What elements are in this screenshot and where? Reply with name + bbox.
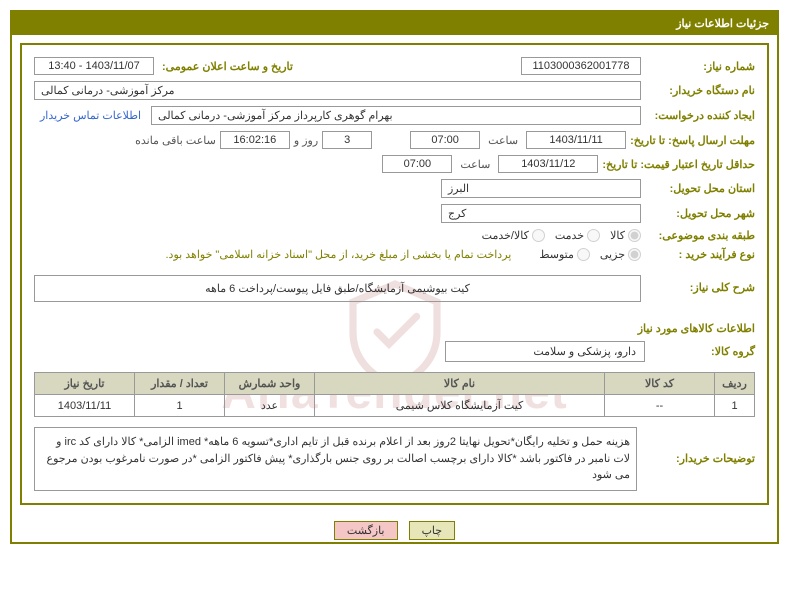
desc-heading: شرح کلی نیاز:	[645, 275, 755, 294]
table-header: نام کالا	[315, 373, 605, 395]
buyer-contact-link[interactable]: اطلاعات تماس خریدار	[34, 109, 147, 122]
topic-radio[interactable]	[587, 229, 600, 242]
table-header: تاریخ نیاز	[35, 373, 135, 395]
topic-class-label: طبقه بندی موضوعی:	[645, 229, 755, 242]
table-header: تعداد / مقدار	[135, 373, 225, 395]
price-valid-date: 1403/11/12	[498, 155, 598, 173]
buy-process-label: نوع فرآیند خرید :	[645, 248, 755, 261]
table-cell: کیت آزمایشگاه کلاس شیمی	[315, 395, 605, 417]
days-remaining: 3	[322, 131, 372, 149]
back-button[interactable]: بازگشت	[334, 521, 398, 540]
table-header: ردیف	[715, 373, 755, 395]
deadline-reply-date: 1403/11/11	[526, 131, 626, 149]
city-label: شهر محل تحویل:	[645, 207, 755, 220]
buyer-org-value: مرکز آموزشی- درمانی کمالی	[34, 81, 641, 100]
topic-radio-label: خدمت	[555, 229, 584, 242]
desc-box: کیت بیوشیمی آزمایشگاه/طبق فایل پیوست/پرد…	[34, 275, 641, 302]
payment-note: پرداخت تمام یا بخشی از مبلغ خرید، از محل…	[166, 248, 512, 261]
topic-radio-label: کالا/خدمت	[482, 229, 529, 242]
buyer-notes-text: هزینه حمل و تخلیه رایگان*تحویل نهایتا 2ر…	[34, 427, 637, 491]
province-value: البرز	[441, 179, 641, 198]
announce-label: تاریخ و ساعت اعلان عمومی:	[158, 60, 297, 73]
province-label: استان محل تحویل:	[645, 182, 755, 195]
table-header: کد کالا	[605, 373, 715, 395]
countdown-timer: 16:02:16	[220, 131, 290, 149]
process-option[interactable]: متوسط	[539, 248, 590, 261]
process-radio[interactable]	[577, 248, 590, 261]
topic-radio[interactable]	[532, 229, 545, 242]
city-value: کرج	[441, 204, 641, 223]
desc-text: کیت بیوشیمی آزمایشگاه/طبق فایل پیوست/پرد…	[41, 282, 634, 295]
price-valid-hour: 07:00	[382, 155, 452, 173]
table-cell: 1	[715, 395, 755, 417]
topic-radio[interactable]	[628, 229, 641, 242]
topic-radio-label: کالا	[610, 229, 625, 242]
topic-option[interactable]: کالا/خدمت	[482, 229, 545, 242]
process-radio-label: متوسط	[539, 248, 574, 261]
process-radio-label: جزیی	[600, 248, 625, 261]
print-button[interactable]: چاپ	[409, 521, 456, 540]
table-cell: --	[605, 395, 715, 417]
requester-label: ایجاد کننده درخواست:	[645, 109, 755, 122]
hour-label-2: ساعت	[456, 158, 494, 171]
table-row: 1--کیت آزمایشگاه کلاس شیمیعدد11403/11/11	[35, 395, 755, 417]
announce-value: 1403/11/07 - 13:40	[34, 57, 154, 75]
need-no-value: 1103000362001778	[521, 57, 641, 75]
process-radio[interactable]	[628, 248, 641, 261]
goods-table: ردیفکد کالانام کالاواحد شمارشتعداد / مقد…	[34, 372, 755, 417]
goods-heading: اطلاعات کالاهای مورد نیاز	[34, 322, 755, 335]
group-value: دارو، پزشکی و سلامت	[445, 341, 645, 362]
table-cell: عدد	[225, 395, 315, 417]
table-cell: 1	[135, 395, 225, 417]
topic-option[interactable]: خدمت	[555, 229, 600, 242]
remain-label: ساعت باقی مانده	[135, 134, 216, 147]
panel-title: جزئیات اطلاعات نیاز	[12, 12, 777, 35]
price-valid-label: حداقل تاریخ اعتبار قیمت: تا تاریخ:	[602, 158, 755, 171]
buyer-notes-label: توضیحات خریدار:	[645, 452, 755, 465]
buyer-org-label: نام دستگاه خریدار:	[645, 84, 755, 97]
days-suffix: روز و	[294, 134, 318, 147]
topic-option[interactable]: کالا	[610, 229, 641, 242]
deadline-reply-label: مهلت ارسال پاسخ: تا تاریخ:	[630, 134, 755, 147]
process-option[interactable]: جزیی	[600, 248, 641, 261]
requester-value: بهرام گوهری کارپرداز مرکز آموزشی- درمانی…	[151, 106, 641, 125]
group-label: گروه کالا:	[645, 345, 755, 358]
table-header: واحد شمارش	[225, 373, 315, 395]
hour-label-1: ساعت	[484, 134, 522, 147]
deadline-reply-hour: 07:00	[410, 131, 480, 149]
need-no-label: شماره نیاز:	[645, 60, 755, 73]
table-cell: 1403/11/11	[35, 395, 135, 417]
